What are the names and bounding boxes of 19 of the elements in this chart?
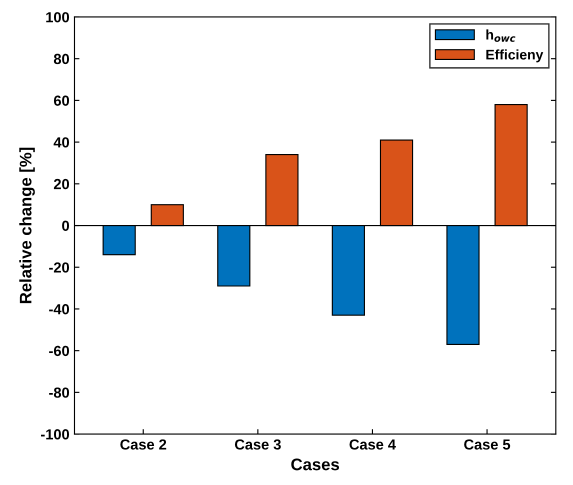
x-tick-label: Case 2 (120, 439, 166, 450)
y-tick-label: -100 (41, 429, 70, 440)
x-tick-label: Case 5 (464, 439, 510, 450)
y-tick-label: -40 (49, 304, 70, 314)
y-tick-label: 80 (54, 54, 70, 64)
x-tick-label: Case 4 (350, 439, 396, 450)
legend-label: h$_{owc}$ (486, 29, 516, 42)
y-tick-label: -80 (49, 387, 70, 398)
y-axis-title: Relative change [%] (19, 148, 35, 304)
y-tick-label: 100 (46, 12, 70, 22)
y-tick-label: -60 (49, 346, 70, 356)
y-tick-label: 20 (54, 178, 70, 190)
y-tick-label: 60 (54, 95, 70, 106)
y-tick-label: -20 (49, 262, 70, 273)
legend-label: Efficieny (486, 49, 544, 62)
x-axis-title: Cases (291, 458, 340, 470)
y-tick-label: 0 (62, 220, 70, 231)
y-tick-label: 40 (54, 137, 70, 148)
x-tick-label: Case 3 (234, 439, 281, 450)
